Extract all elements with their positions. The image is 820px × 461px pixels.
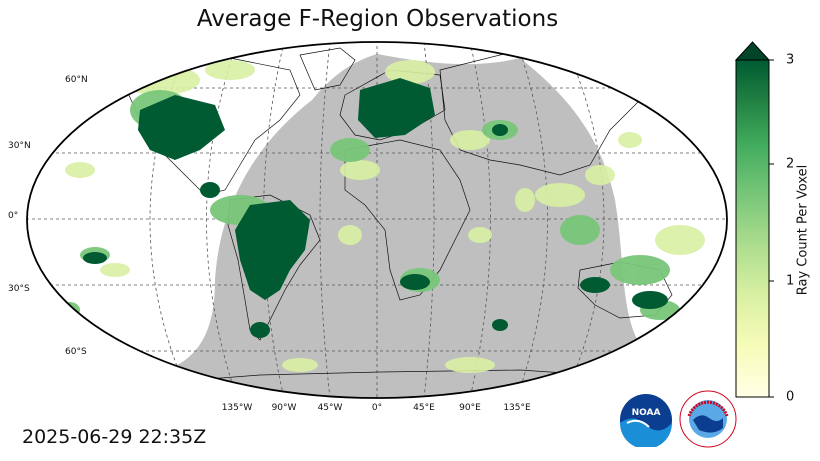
colorbar-tick-1: 1 [786, 273, 795, 289]
night-shading [90, 54, 660, 398]
noaa-logo: NOAA [620, 394, 672, 447]
noaa-logo-text: NOAA [632, 408, 661, 418]
lon-label-0: 0° [371, 403, 383, 413]
colorbar-label: Ray Count Per Voxel [795, 164, 811, 296]
lon-label-45e: 45°E [413, 403, 435, 413]
observation-density [60, 60, 705, 373]
timestamp: 2025-06-29 22:35Z [22, 426, 207, 448]
lon-label-135w: 135°W [221, 403, 253, 413]
lon-label-90e: 90°E [459, 403, 481, 413]
lat-label-equator: 0° [8, 211, 19, 221]
density-light [65, 60, 705, 373]
colorbar [734, 41, 774, 398]
colorbar-tick-2: 2 [786, 156, 795, 172]
colorbar-tick-3: 3 [786, 52, 795, 68]
map-title: Average F-Region Observations [196, 6, 559, 32]
globe-outline [26, 41, 728, 399]
lat-label-60n: 60°N [65, 75, 88, 85]
density-high [64, 78, 668, 338]
nws-logo [679, 390, 737, 448]
colorbar-tick-0: 0 [786, 389, 795, 405]
lat-label-60s: 60°S [65, 347, 87, 357]
lon-label-90w: 90°W [271, 403, 297, 413]
lat-label-30s: 30°S [8, 284, 30, 294]
lat-label-30n: 30°N [8, 141, 31, 151]
lon-label-45w: 45°W [317, 403, 343, 413]
lon-label-135e: 135°E [503, 403, 531, 413]
